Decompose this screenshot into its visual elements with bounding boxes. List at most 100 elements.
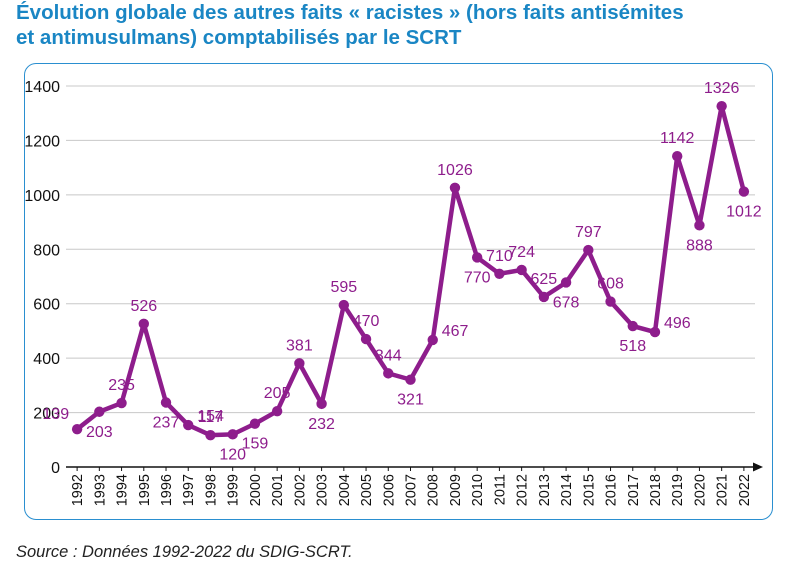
data-point (471, 252, 483, 263)
data-point (138, 318, 149, 330)
x-tick-label: 2007 (404, 474, 420, 506)
data-point (649, 326, 661, 338)
data-point (271, 406, 283, 417)
x-tick-label: 2010 (470, 474, 486, 506)
x-tick-label: 2018 (648, 474, 664, 506)
x-tick-label: 2014 (559, 474, 575, 506)
data-label: 203 (86, 424, 113, 441)
data-point (694, 220, 705, 231)
x-tick-label: 2000 (248, 474, 264, 506)
data-point (160, 397, 172, 408)
x-tick-label: 2001 (270, 474, 286, 506)
x-tick-label: 1993 (92, 474, 108, 506)
x-tick-label: 2003 (315, 474, 331, 506)
data-label: 232 (308, 416, 335, 433)
y-tick-label: 1000 (24, 188, 60, 205)
data-label: 154 (197, 408, 224, 425)
data-point (583, 244, 594, 256)
x-tick-label: 2012 (515, 474, 531, 506)
x-tick-label: 2008 (426, 474, 442, 506)
data-point (294, 358, 305, 369)
data-label: 678 (553, 294, 580, 311)
x-tick-label: 1994 (115, 474, 131, 506)
chart-title: Évolution globale des autres faits « rac… (16, 0, 796, 50)
data-point (494, 268, 505, 279)
data-label: 470 (353, 313, 380, 330)
data-label: 608 (597, 276, 624, 293)
data-label: 496 (664, 315, 691, 332)
x-tick-label: 2013 (537, 474, 553, 506)
x-tick-label: 2002 (292, 474, 308, 506)
data-label: 595 (330, 279, 357, 296)
data-label: 710 (486, 248, 513, 265)
x-tick-label: 2020 (692, 474, 708, 506)
data-label: 159 (242, 436, 269, 453)
data-point (738, 186, 750, 197)
data-point (94, 406, 105, 417)
data-point (205, 429, 216, 441)
data-point (227, 429, 238, 440)
data-label: 235 (108, 377, 135, 394)
data-point (183, 419, 194, 431)
x-tick-label: 1999 (226, 474, 242, 506)
data-label: 625 (531, 271, 558, 288)
x-tick-label: 2009 (448, 474, 464, 506)
data-point (405, 374, 416, 385)
x-tick-label: 1997 (181, 474, 197, 506)
y-tick-label: 1200 (24, 133, 60, 150)
data-point (538, 291, 550, 303)
data-point (716, 100, 727, 112)
x-tick-label: 2017 (626, 474, 642, 506)
y-tick-label: 400 (33, 351, 60, 368)
data-label: 205 (264, 385, 291, 402)
y-tick-label: 800 (33, 242, 60, 259)
data-label: 797 (575, 224, 602, 241)
x-tick-label: 1995 (137, 474, 153, 506)
data-label: 724 (508, 244, 535, 261)
x-tick-label: 2015 (581, 474, 597, 506)
data-label: 1142 (660, 130, 695, 147)
data-point (338, 299, 350, 311)
x-tick-label: 2016 (604, 474, 620, 506)
chart-title-line-1: Évolution globale des autres faits « rac… (16, 1, 684, 24)
chart-frame (24, 63, 773, 520)
data-label: 770 (464, 269, 491, 286)
data-point (116, 397, 127, 409)
data-point (360, 333, 372, 345)
y-tick-label: 200 (33, 406, 60, 423)
data-label: 526 (130, 298, 157, 315)
data-label: 1012 (726, 204, 762, 221)
y-tick-label: 0 (51, 460, 60, 477)
data-point (449, 182, 461, 193)
x-tick-label: 2005 (359, 474, 375, 506)
data-point (427, 334, 438, 346)
data-point (383, 368, 394, 379)
y-tick-label: 1400 (24, 79, 60, 96)
data-label: 888 (686, 237, 713, 254)
chart-title-line-2: et antimusulmans) comptabilisés par le S… (16, 26, 462, 49)
series-line (74, 103, 747, 438)
data-label: 237 (153, 415, 180, 432)
data-label: 381 (286, 337, 313, 354)
x-axis-arrow (753, 462, 763, 472)
data-point (560, 277, 572, 288)
x-tick-label: 1998 (203, 474, 219, 506)
data-point (71, 423, 83, 435)
x-tick-label: 1992 (70, 474, 86, 506)
data-label: 344 (375, 347, 402, 364)
x-tick-label: 2004 (337, 474, 353, 506)
data-point (316, 398, 327, 410)
data-label: 1026 (437, 162, 473, 179)
x-tick-label: 2019 (670, 474, 686, 506)
data-label: 321 (397, 392, 424, 409)
data-point (249, 418, 261, 429)
x-tick-label: 1996 (159, 474, 175, 506)
data-label: 518 (619, 338, 646, 355)
x-tick-label: 2021 (715, 474, 731, 506)
data-label: 467 (442, 323, 469, 340)
data-point (627, 320, 638, 332)
data-point (605, 296, 616, 307)
data-point (672, 151, 683, 162)
x-tick-label: 2006 (381, 474, 397, 506)
